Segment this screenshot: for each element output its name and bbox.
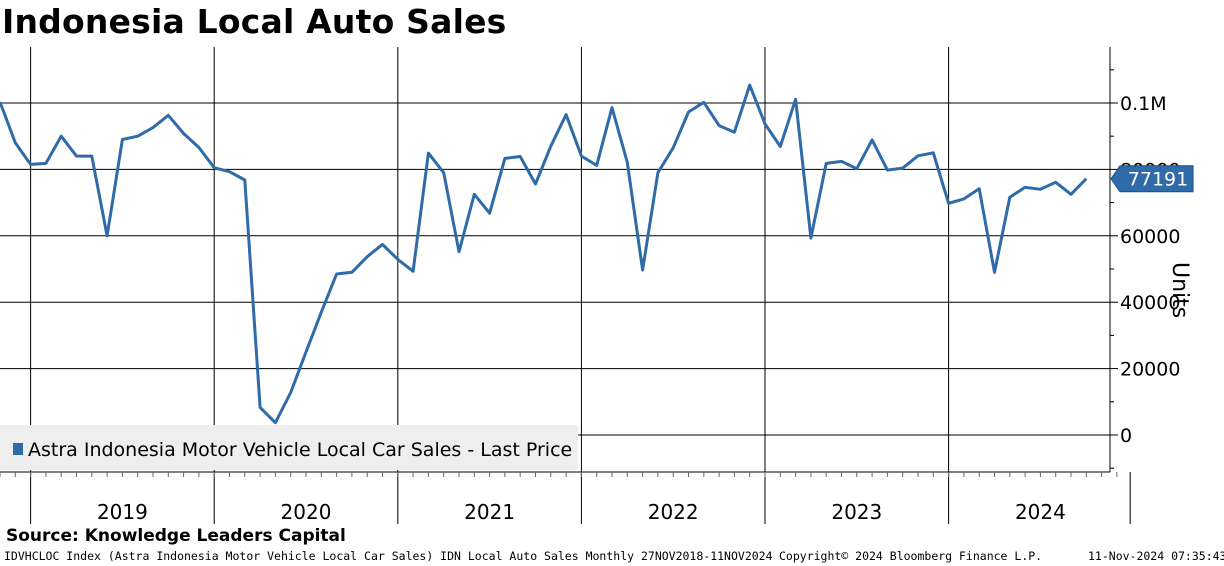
x-year-label: 2021 — [464, 500, 515, 524]
x-year-label: 2019 — [97, 500, 148, 524]
x-year-label: 2024 — [1015, 500, 1066, 524]
footer-index-info: IDVHCLOC Index (Astra Indonesia Motor Ve… — [4, 549, 773, 563]
y-tick-label: 0 — [1120, 425, 1132, 447]
chart-title: Indonesia Local Auto Sales — [2, 2, 507, 41]
legend-box — [0, 425, 578, 470]
y-tick-label: 40000 — [1120, 292, 1180, 314]
footer-copyright: Copyright© 2024 Bloomberg Finance L.P. — [779, 549, 1043, 563]
legend-swatch — [13, 443, 23, 455]
last-value-label: 77191 — [1128, 169, 1188, 191]
x-year-label: 2022 — [648, 500, 699, 524]
legend-label: Astra Indonesia Motor Vehicle Local Car … — [28, 439, 572, 461]
y-tick-label: 20000 — [1120, 359, 1180, 381]
y-tick-label: 60000 — [1120, 226, 1180, 248]
y-axis-label: Units — [1167, 262, 1192, 319]
series-line — [0, 83, 1088, 425]
y-tick-label: 0.1M — [1120, 93, 1167, 115]
x-year-label: 2020 — [281, 500, 332, 524]
x-year-label: 2023 — [831, 500, 882, 524]
source-text: Source: Knowledge Leaders Capital — [6, 526, 346, 546]
footer-timestamp: 11-Nov-2024 07:35:43 — [1088, 549, 1224, 563]
last-value-tag — [1110, 165, 1194, 193]
